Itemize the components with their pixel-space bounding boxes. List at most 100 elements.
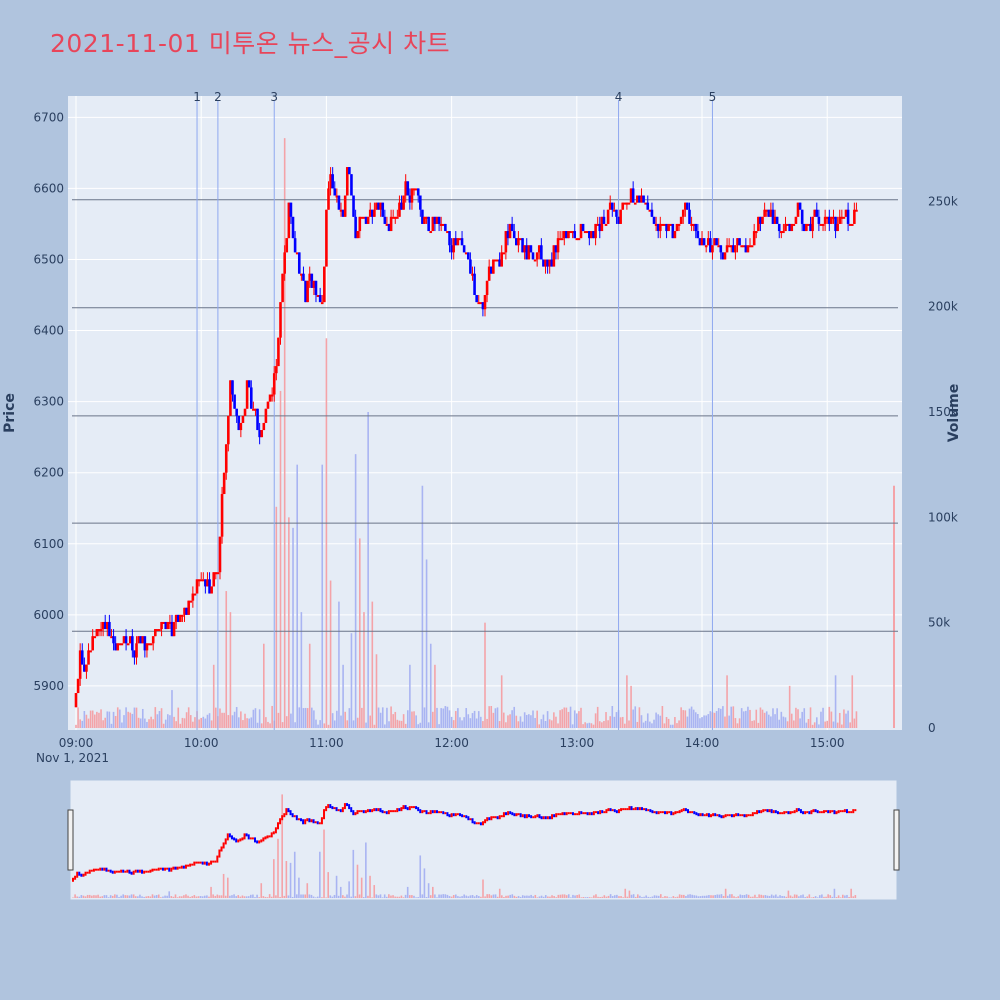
volume-bar bbox=[231, 715, 234, 728]
range-slider-left-handle[interactable] bbox=[67, 809, 74, 871]
candle-body bbox=[421, 209, 424, 224]
volume-bar bbox=[116, 707, 119, 728]
volume-bar bbox=[598, 721, 601, 728]
candle-body bbox=[335, 195, 339, 198]
slider-volume-bar bbox=[599, 896, 601, 898]
volume-bar bbox=[327, 724, 330, 728]
candle-body bbox=[260, 430, 264, 438]
candle-body bbox=[811, 216, 814, 232]
candle-body bbox=[807, 223, 810, 226]
volume-bar bbox=[352, 720, 355, 728]
volume-bar bbox=[793, 720, 795, 728]
volume-bar bbox=[221, 712, 223, 728]
candle-body bbox=[275, 366, 278, 374]
slider-volume-bar bbox=[195, 896, 198, 898]
slider-volume-bar bbox=[193, 895, 196, 898]
slider-volume-bar bbox=[653, 895, 656, 898]
slider-volume-bar bbox=[206, 895, 208, 898]
volume-bar bbox=[669, 724, 672, 728]
slider-volume-bar bbox=[109, 895, 112, 898]
volume-bar bbox=[369, 715, 372, 728]
volume-bar bbox=[85, 714, 88, 728]
candle-body bbox=[802, 223, 806, 232]
volume-bar bbox=[356, 717, 359, 728]
slider-volume-bar bbox=[411, 895, 413, 898]
volume-bar bbox=[709, 711, 712, 728]
candle-body bbox=[402, 195, 405, 210]
slider-volume-bar bbox=[590, 897, 593, 898]
volume-bar bbox=[590, 723, 593, 728]
volume-bar bbox=[256, 722, 259, 728]
volume-bar bbox=[323, 723, 326, 728]
slider-volume-bar bbox=[831, 896, 834, 898]
candle-body bbox=[757, 216, 760, 232]
volume-bar bbox=[415, 715, 417, 728]
slider-volume-bar bbox=[616, 894, 618, 898]
candle-body bbox=[266, 401, 270, 409]
candle-body bbox=[813, 209, 817, 217]
price-tick-label: 6200 bbox=[33, 466, 64, 480]
slider-volume-bar bbox=[772, 895, 775, 898]
slider-volume-bar bbox=[239, 896, 242, 898]
slider-volume-bar bbox=[99, 896, 101, 898]
volume-bar bbox=[546, 711, 549, 728]
volume-bar bbox=[459, 717, 461, 728]
slider-volume-bar bbox=[233, 894, 235, 898]
candle-body bbox=[310, 273, 314, 288]
volume-bar bbox=[304, 707, 307, 728]
volume-bar bbox=[653, 719, 655, 728]
volume-bar bbox=[329, 580, 332, 728]
volume-bar bbox=[576, 713, 578, 728]
slider-volume-bar bbox=[323, 829, 325, 898]
volume-bar bbox=[621, 716, 624, 728]
volume-bar bbox=[135, 707, 138, 728]
volume-bar bbox=[427, 722, 430, 728]
slider-volume-bar bbox=[321, 897, 323, 898]
slider-volume-bar bbox=[718, 894, 721, 898]
volume-bar bbox=[139, 718, 142, 728]
candle-body bbox=[85, 664, 88, 672]
slider-volume-bar bbox=[647, 896, 650, 898]
candle-body bbox=[126, 643, 130, 646]
slider-volume-bar bbox=[793, 894, 796, 898]
volume-bar bbox=[436, 707, 438, 728]
news-marker-label: 5 bbox=[709, 90, 717, 104]
volume-bar bbox=[137, 717, 140, 728]
candle-body bbox=[805, 223, 808, 232]
volume-bar bbox=[248, 718, 250, 728]
range-slider-right-handle[interactable] bbox=[893, 809, 900, 871]
candle-body bbox=[780, 231, 783, 234]
volume-bar bbox=[488, 706, 490, 728]
candle-body bbox=[256, 408, 259, 431]
volume-bar bbox=[223, 712, 225, 728]
slider-volume-bar bbox=[733, 896, 735, 898]
volume-bar bbox=[432, 711, 434, 728]
volume-bar bbox=[596, 706, 599, 728]
slider-volume-bar bbox=[530, 894, 532, 898]
slider-volume-bar bbox=[507, 895, 509, 898]
slider-volume-bar bbox=[128, 895, 131, 898]
slider-volume-bar bbox=[685, 895, 687, 898]
candle-body bbox=[264, 408, 268, 423]
slider-volume-bar bbox=[440, 894, 442, 898]
slider-volume-bar bbox=[716, 894, 719, 898]
volume-bar bbox=[371, 601, 374, 728]
slider-volume-bar bbox=[183, 895, 185, 898]
candle-body bbox=[233, 394, 236, 409]
volume-bar bbox=[311, 707, 313, 728]
volume-bar bbox=[707, 714, 710, 728]
volume-bar bbox=[815, 717, 818, 728]
volume-bar bbox=[465, 708, 468, 728]
candle-body bbox=[314, 280, 318, 296]
candle-body bbox=[216, 572, 220, 575]
volume-bar bbox=[492, 712, 495, 728]
candle-body bbox=[371, 209, 374, 217]
volume-bar bbox=[409, 664, 411, 728]
volume-tick-label: 200k bbox=[928, 300, 958, 314]
slider-volume-bar bbox=[408, 895, 411, 898]
candle-body bbox=[475, 295, 478, 303]
candle-body bbox=[627, 202, 631, 205]
slider-volume-bar bbox=[695, 895, 698, 898]
